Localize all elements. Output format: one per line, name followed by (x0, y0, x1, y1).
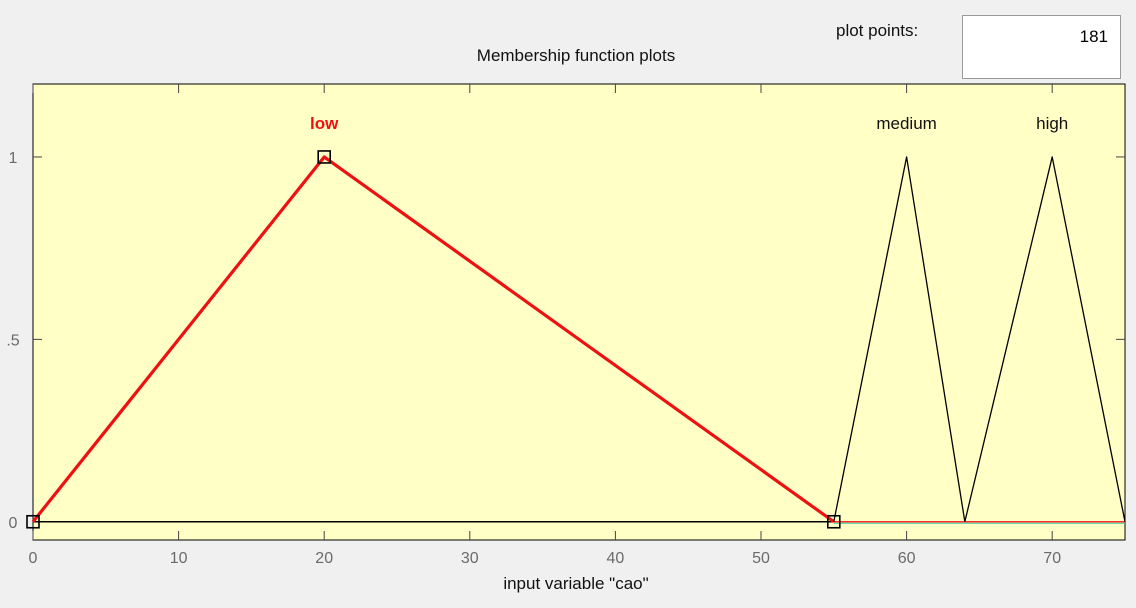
axis-ticks (32, 84, 1125, 540)
x-tick-label: 30 (461, 550, 479, 567)
mf-handle-2[interactable] (826, 514, 841, 529)
x-tick-label: 60 (898, 550, 916, 567)
x-axis-label: input variable "cao" (503, 574, 649, 593)
plot-title: Membership function plots (476, 46, 676, 65)
plot-points-label: plot points: (836, 21, 919, 40)
mf-handle-0[interactable] (26, 514, 40, 529)
membership-curves[interactable] (31, 155, 1126, 524)
membership-curve-low[interactable] (31, 155, 835, 524)
plot-area[interactable] (32, 83, 1126, 541)
plot-points-input[interactable] (962, 15, 1121, 79)
mf-label-high[interactable]: high (1036, 114, 1068, 133)
membership-curve-high[interactable] (964, 156, 1126, 522)
mf-label-medium[interactable]: medium (876, 114, 936, 133)
y-tick-label: 0 (9, 515, 18, 532)
mf-label-low[interactable]: low (310, 114, 339, 133)
x-tick-label: 0 (29, 550, 38, 567)
x-tick-label: 50 (752, 550, 770, 567)
axis-tick-labels: 0 10 20 30 40 50 60 70 0 .5 1 (6, 150, 1061, 567)
y-tick-label: .5 (6, 332, 19, 349)
x-tick-label: 20 (315, 550, 333, 567)
y-tick-label: 1 (9, 150, 18, 167)
membership-curve-medium[interactable] (833, 156, 966, 522)
x-tick-label: 10 (170, 550, 188, 567)
membership-function-labels[interactable]: low medium high (310, 114, 1068, 133)
selected-function-handles[interactable] (26, 150, 841, 529)
x-tick-label: 70 (1043, 550, 1061, 567)
x-tick-label: 40 (607, 550, 625, 567)
mf-handle-1[interactable] (317, 150, 332, 164)
